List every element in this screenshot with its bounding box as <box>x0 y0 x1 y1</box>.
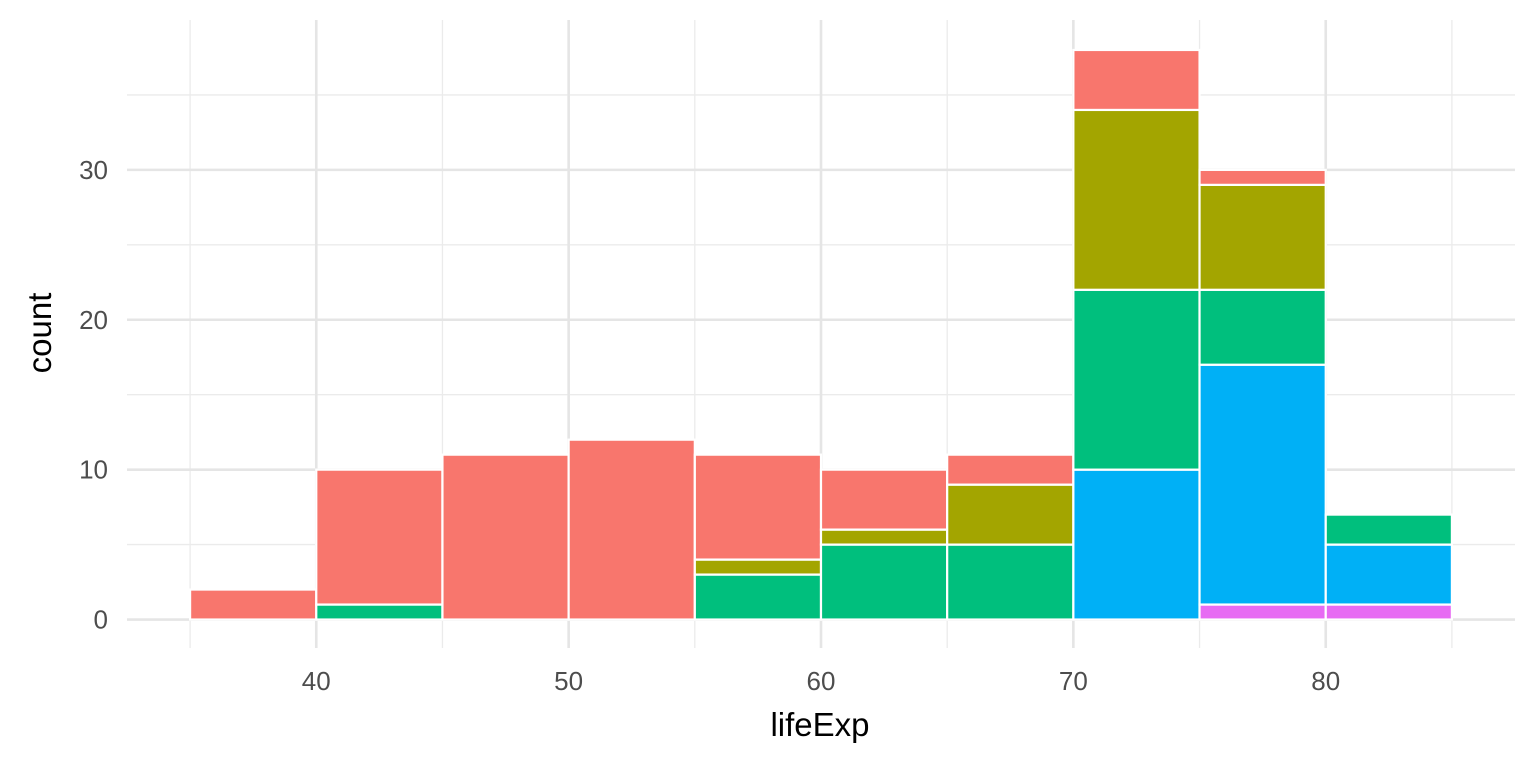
histogram-bar-segment <box>1324 513 1454 546</box>
histogram-bar-segment <box>946 483 1075 546</box>
histogram-bar-segment <box>441 453 570 621</box>
histogram-bars <box>188 48 1454 621</box>
y-axis-title: count <box>21 293 58 374</box>
histogram-bar-segment <box>693 573 823 621</box>
histogram-bar-segment <box>693 453 823 561</box>
y-tick-label: 30 <box>79 155 108 185</box>
histogram-bar-segment <box>1198 363 1327 606</box>
histogram-bar-segment <box>1072 468 1201 621</box>
histogram-bar-segment <box>188 588 318 621</box>
histogram-bar-segment <box>1072 108 1201 291</box>
x-tick-label: 80 <box>1311 666 1340 696</box>
histogram-bar-segment <box>819 543 949 621</box>
histogram-bar-segment <box>315 468 444 606</box>
histogram-bar-segment <box>1198 183 1327 291</box>
y-tick-label: 20 <box>79 305 108 335</box>
x-axis-title: lifeExp <box>770 706 869 743</box>
histogram-bar-segment <box>1324 603 1454 621</box>
histogram-bar-segment <box>946 453 1075 486</box>
histogram-bar-segment <box>567 438 696 621</box>
x-axis-tick-labels: 40 50 60 70 80 <box>302 666 1340 696</box>
y-axis-tick-labels: 0 10 20 30 <box>79 155 108 635</box>
x-tick-label: 70 <box>1059 666 1088 696</box>
histogram-bar-segment <box>1198 168 1327 186</box>
histogram-bar-segment <box>819 528 949 546</box>
histogram-bar-segment <box>315 603 444 621</box>
histogram-bar-segment <box>1198 603 1327 621</box>
histogram-bar-segment <box>1324 543 1454 606</box>
y-tick-label: 10 <box>79 455 108 485</box>
x-tick-label: 40 <box>302 666 331 696</box>
histogram-bar-segment <box>819 468 949 531</box>
x-tick-label: 60 <box>807 666 836 696</box>
histogram-bar-segment <box>946 543 1075 621</box>
x-tick-label: 50 <box>554 666 583 696</box>
histogram-bar-segment <box>1072 48 1201 112</box>
histogram-bar-segment <box>1198 288 1327 366</box>
histogram-bar-segment <box>693 558 823 576</box>
histogram-bar-segment <box>1072 288 1201 471</box>
y-tick-label: 0 <box>94 605 108 635</box>
